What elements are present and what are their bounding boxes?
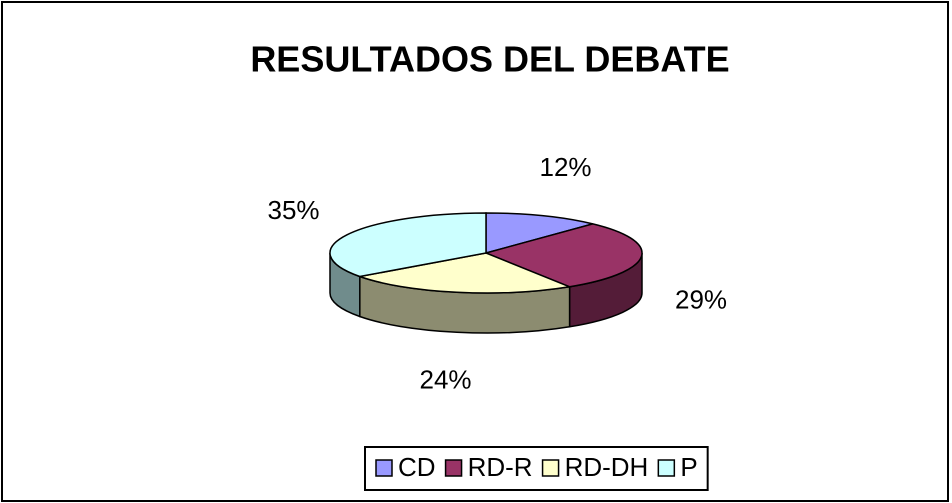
legend-swatch [657, 459, 676, 477]
pie-sides [329, 252, 643, 334]
legend-label: CD [398, 452, 436, 482]
pie-tops [329, 212, 643, 294]
legend-swatch [375, 459, 393, 477]
legend-label: RD-DH [565, 452, 649, 482]
legend-swatch [541, 459, 560, 477]
legend-box [364, 446, 709, 491]
pie-slice [485, 212, 593, 254]
data-label: 12% [539, 152, 591, 182]
legend-label: P [680, 452, 697, 482]
pie-slice [356, 252, 573, 294]
legend-label: RD-R [468, 452, 533, 482]
legend: CD RD-R RD-DH P [364, 446, 709, 491]
data-label: 29% [675, 284, 727, 314]
legend-swatch [444, 459, 463, 477]
chart-title: RESULTADOS DEL DEBATE [250, 39, 729, 80]
pie-slice [483, 223, 643, 288]
data-label: 35% [268, 195, 320, 225]
data-label: 24% [420, 364, 472, 394]
pie-slice [329, 212, 487, 278]
